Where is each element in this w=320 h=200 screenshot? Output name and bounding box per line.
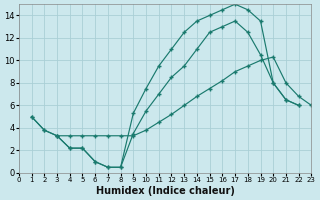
X-axis label: Humidex (Indice chaleur): Humidex (Indice chaleur) xyxy=(96,186,235,196)
